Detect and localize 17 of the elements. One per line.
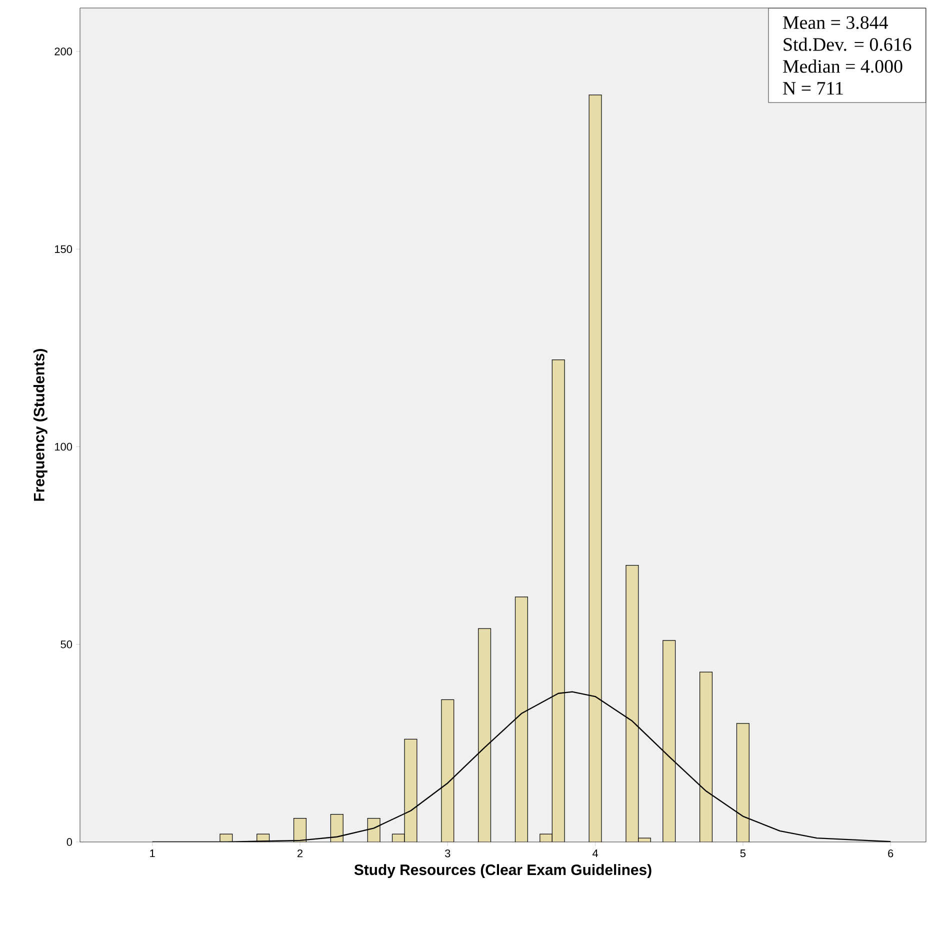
y-tick-label: 200 [54, 48, 72, 56]
x-tick-label: 3 [445, 850, 450, 858]
annotation: Median = 4.000 [783, 59, 902, 73]
y-tick-label: 50 [60, 640, 72, 648]
y-axis-title: Frequency (Students) [33, 348, 48, 501]
annotation: Std.Dev. = 0.616 [784, 38, 912, 51]
x-tick-label: 5 [740, 850, 746, 858]
annotation: N = 711 [783, 82, 843, 95]
y-tick-label: 150 [55, 245, 72, 253]
x-axis-title: Study Resources (Clear Exam Guidelines) [354, 864, 652, 878]
x-tick-label: 2 [297, 850, 302, 858]
y-tick-label: 0 [66, 838, 72, 846]
annotation: Mean = 3.844 [783, 16, 888, 30]
x-tick-label: 1 [150, 850, 155, 858]
x-tick-label: 6 [888, 850, 894, 858]
x-tick-label: 4 [592, 850, 598, 858]
y-tick-label: 100 [55, 442, 72, 451]
